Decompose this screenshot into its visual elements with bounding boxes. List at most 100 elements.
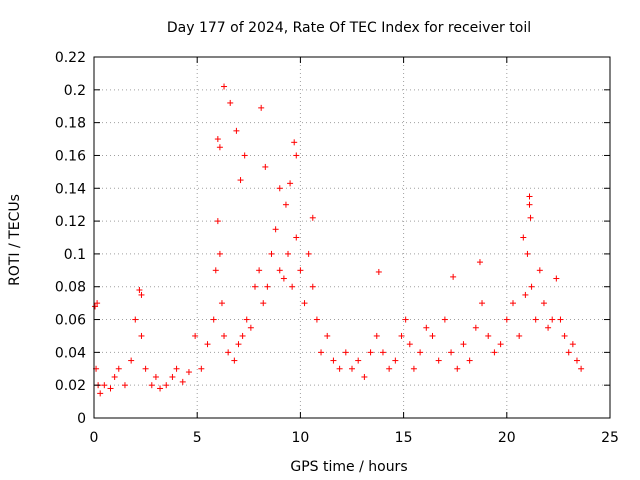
data-point [192,332,199,339]
data-point [565,349,572,356]
data-point [198,365,205,372]
data-point [557,316,564,323]
y-tick-label: 0.06 [55,313,86,329]
data-point [324,332,331,339]
data-point [516,332,523,339]
data-point [272,226,279,233]
data-point [528,283,535,290]
data-point [406,341,413,348]
axis-ticks: 0 0.02 0.04 0.06 0.08 0.1 0.12 0.14 0.16 0.18 0.2 0… [55,50,619,446]
data-point [497,341,504,348]
y-tick-label: 0.08 [55,280,86,296]
data-point [503,316,510,323]
data-point [441,316,448,323]
data-point [148,382,155,389]
data-point [289,283,296,290]
y-tick-label: 0.16 [55,148,86,164]
data-point [138,332,145,339]
data-point [262,163,269,170]
data-point [101,382,108,389]
data-point [540,300,547,307]
data-point [435,357,442,364]
y-tick-label: 0.22 [55,50,86,66]
data-point [128,357,135,364]
data-point [92,303,99,310]
data-point [210,316,217,323]
data-point [526,193,533,200]
y-tick-label: 0.04 [55,345,86,361]
data-point [297,267,304,274]
data-point [216,250,223,257]
data-point [291,139,298,146]
data-point [309,283,316,290]
data-point [349,365,355,372]
data-point [225,349,232,356]
data-point [410,365,417,372]
data-point [179,378,186,385]
data-point [305,250,312,257]
data-point [227,99,234,106]
data-point [355,357,362,364]
data-point [553,275,560,282]
data-point [97,390,104,397]
data-point [429,332,436,339]
data-point [491,349,498,356]
data-point [115,365,122,372]
data-point [111,373,118,380]
data-point [485,332,492,339]
data-point [573,357,580,364]
data-point [163,382,170,389]
data-point [520,234,527,241]
data-point [247,324,254,331]
x-tick-label: 10 [291,430,309,446]
data-point [218,300,225,307]
data-point [264,283,271,290]
data-point [398,332,405,339]
data-point [260,300,267,307]
gridlines [94,57,610,418]
data-point [527,214,534,221]
data-point [466,357,473,364]
data-point [241,152,248,159]
data-point [132,316,139,323]
data-point [301,300,308,307]
data-point [157,385,164,392]
y-tick-label: 0.18 [55,116,86,132]
data-point [448,349,455,356]
data-point [379,349,386,356]
y-tick-label: 0 [77,411,86,427]
data-point [386,365,393,372]
data-point [185,369,192,376]
y-axis-label: ROTI / TECUs [7,194,23,286]
data-point [169,373,176,380]
data-point [454,365,461,372]
data-point [561,332,568,339]
data-points [92,83,585,397]
y-tick-label: 0.02 [55,378,86,394]
data-point [276,267,283,274]
data-point [204,341,211,348]
data-point [423,324,430,331]
data-point [235,341,242,348]
data-point [233,127,240,134]
y-tick-label: 0.1 [64,247,86,263]
data-point [392,357,399,364]
data-point [526,201,533,208]
x-tick-label: 15 [395,430,413,446]
data-point [173,365,180,372]
data-point [549,316,556,323]
data-point [318,349,325,356]
data-point [142,365,149,372]
data-point [256,267,263,274]
data-point [373,332,380,339]
y-tick-label: 0.14 [55,181,86,197]
data-point [285,250,292,257]
data-point [417,349,424,356]
data-point [136,287,143,294]
data-point [472,324,479,331]
data-point [522,291,529,298]
x-tick-label: 25 [601,430,619,446]
data-point [336,365,343,372]
data-point [282,201,289,208]
